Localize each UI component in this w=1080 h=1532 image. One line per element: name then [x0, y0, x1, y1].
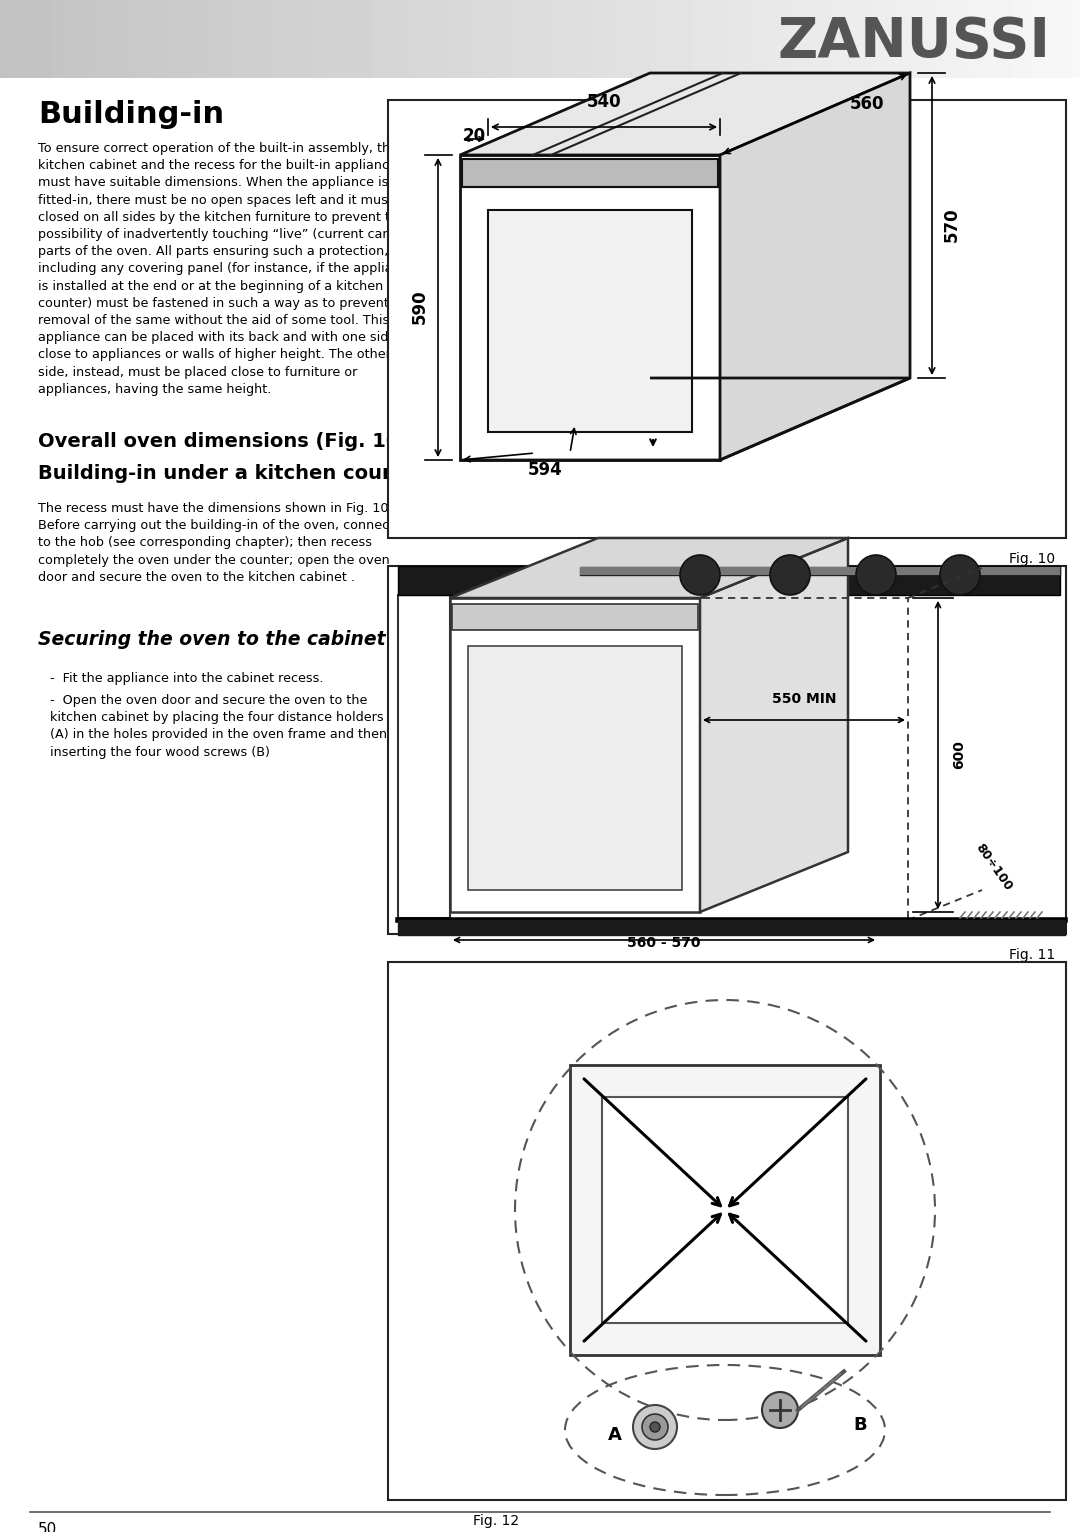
Circle shape: [762, 1393, 798, 1428]
Text: 560 - 570: 560 - 570: [627, 936, 701, 950]
Text: Fig. 11: Fig. 11: [1009, 948, 1055, 962]
Bar: [602, 1097, 848, 1324]
Text: -  Fit the appliance into the cabinet recess.: - Fit the appliance into the cabinet rec…: [50, 673, 324, 685]
Bar: [488, 210, 692, 432]
Bar: [462, 159, 718, 187]
Circle shape: [642, 1414, 669, 1440]
Circle shape: [770, 555, 810, 594]
Polygon shape: [399, 594, 450, 918]
Bar: [570, 1065, 880, 1354]
Circle shape: [633, 1405, 677, 1449]
Text: Building-in under a kitchen counter: Building-in under a kitchen counter: [38, 464, 429, 483]
Text: ZANUSSI: ZANUSSI: [777, 15, 1050, 69]
Circle shape: [940, 555, 980, 594]
Text: 550 MIN: 550 MIN: [772, 692, 836, 706]
Polygon shape: [399, 565, 1059, 594]
Text: Securing the oven to the cabinet  (Fig. 12).: Securing the oven to the cabinet (Fig. 1…: [38, 630, 495, 650]
Polygon shape: [580, 567, 1059, 574]
Text: 600: 600: [951, 740, 966, 769]
Polygon shape: [450, 538, 848, 597]
Text: 50: 50: [38, 1521, 57, 1532]
Bar: [453, 604, 698, 630]
Text: 590: 590: [411, 290, 429, 325]
Circle shape: [680, 555, 720, 594]
Polygon shape: [580, 567, 1059, 574]
Text: Overall oven dimensions (Fig. 10): Overall oven dimensions (Fig. 10): [38, 432, 408, 450]
Polygon shape: [700, 538, 848, 912]
Text: Fig. 10: Fig. 10: [1009, 552, 1055, 565]
Text: 594: 594: [528, 461, 563, 480]
Circle shape: [650, 1422, 660, 1432]
Text: Fig. 12: Fig. 12: [473, 1514, 519, 1527]
Text: 80÷100: 80÷100: [973, 841, 1015, 893]
Text: 570: 570: [943, 208, 961, 242]
Polygon shape: [460, 74, 910, 155]
Text: A: A: [608, 1426, 622, 1445]
Text: 540: 540: [586, 93, 621, 110]
Bar: [468, 647, 681, 890]
Polygon shape: [460, 155, 720, 460]
Polygon shape: [450, 597, 700, 912]
Text: -  Open the oven door and secure the oven to the
kitchen cabinet by placing the : - Open the oven door and secure the oven…: [50, 694, 387, 758]
Polygon shape: [720, 74, 910, 460]
Bar: [388, 565, 1066, 935]
Circle shape: [856, 555, 896, 594]
Bar: [388, 962, 1066, 1500]
Bar: [388, 100, 1066, 538]
Text: Building-in: Building-in: [38, 100, 225, 129]
Text: 560: 560: [850, 95, 885, 113]
Text: To ensure correct operation of the built-in assembly, the
kitchen cabinet and th: To ensure correct operation of the built…: [38, 142, 424, 395]
Text: The recess must have the dimensions shown in Fig. 10.
Before carrying out the bu: The recess must have the dimensions show…: [38, 502, 407, 584]
Text: B: B: [853, 1416, 867, 1434]
Text: 20: 20: [462, 127, 486, 146]
